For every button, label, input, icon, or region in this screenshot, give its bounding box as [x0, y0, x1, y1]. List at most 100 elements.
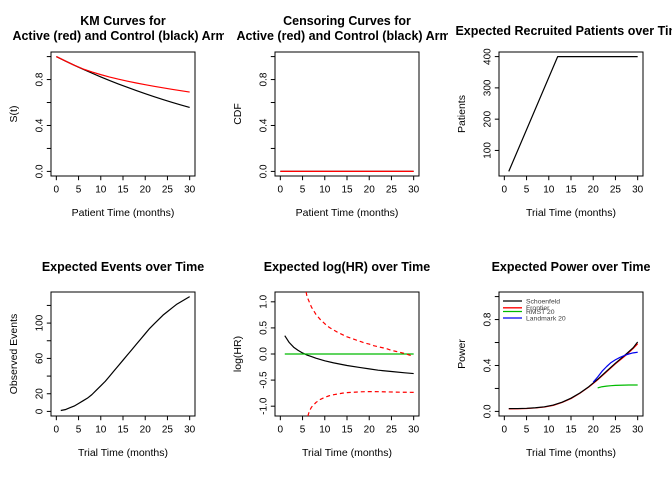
- x-tick-label: 15: [117, 425, 129, 436]
- x-tick-label: 15: [341, 185, 353, 196]
- x-axis-label: Patient Time (months): [72, 207, 175, 219]
- plot-title: Expected log(HR) over Time: [264, 260, 431, 274]
- x-tick-label: 30: [408, 185, 420, 196]
- y-tick-label: 20: [35, 388, 46, 400]
- x-tick-label: 10: [95, 185, 107, 196]
- y-tick-label: 0.0: [259, 347, 270, 361]
- y-axis-label: Observed Events: [8, 314, 20, 395]
- x-tick-label: 25: [610, 185, 622, 196]
- x-tick-label: 20: [588, 425, 600, 436]
- plot-title: Expected Recruited Patients over Time: [455, 24, 672, 38]
- x-axis-label: Trial Time (months): [526, 207, 616, 219]
- x-tick-label: 5: [300, 425, 306, 436]
- x-tick-label: 0: [502, 185, 508, 196]
- x-axis-label: Trial Time (months): [78, 447, 168, 459]
- legend-label: RMST 20: [526, 309, 555, 316]
- y-tick-label: 400: [483, 48, 494, 65]
- x-axis-label: Trial Time (months): [526, 447, 616, 459]
- x-tick-label: 25: [386, 185, 398, 196]
- y-tick-label: -0.5: [259, 371, 270, 389]
- series-line: [56, 56, 190, 109]
- y-tick-label: 0.5: [259, 321, 270, 335]
- series-line: [597, 384, 638, 389]
- y-tick-label: 0.0: [483, 404, 494, 418]
- series-line: [592, 351, 638, 383]
- series-line: [508, 56, 638, 172]
- x-tick-label: 5: [76, 185, 82, 196]
- y-tick-label: -1.0: [259, 397, 270, 415]
- x-tick-label: 20: [364, 425, 376, 436]
- x-tick-label: 5: [524, 185, 530, 196]
- x-tick-label: 25: [386, 425, 398, 436]
- legend-label: Landmark 20: [526, 315, 566, 322]
- x-axis-label: Trial Time (months): [302, 447, 392, 459]
- x-tick-label: 15: [341, 425, 353, 436]
- plot-box: [498, 51, 644, 177]
- legend-label: Frontier: [526, 305, 550, 312]
- plot-box: [50, 51, 196, 177]
- x-tick-label: 0: [278, 425, 284, 436]
- expected-events-panel: Expected Events over Time 0 5 10 15 20 25 30 0 20…: [8, 260, 204, 459]
- y-axis-label: CDF: [232, 103, 244, 125]
- x-tick-label: 25: [610, 425, 622, 436]
- log-hr-panel: Expected log(HR) over Time 0 5 10 15 20 25 30 -1…: [232, 260, 431, 459]
- y-tick-label: 0.4: [35, 118, 46, 132]
- x-tick-label: 10: [95, 425, 107, 436]
- plot-box: [498, 291, 644, 417]
- x-tick-label: 30: [184, 185, 196, 196]
- x-tick-label: 10: [319, 185, 331, 196]
- y-tick-label: 200: [483, 110, 494, 127]
- x-tick-label: 10: [543, 425, 555, 436]
- x-tick-label: 15: [565, 185, 577, 196]
- y-tick-label: 0.8: [483, 312, 494, 326]
- series-line: [284, 335, 414, 375]
- x-tick-label: 5: [524, 425, 530, 436]
- y-tick-label: 0.0: [259, 164, 270, 178]
- plot-title: Active (red) and Control (black) Arms: [236, 29, 448, 43]
- series-line: [508, 343, 639, 410]
- x-tick-label: 25: [162, 425, 174, 436]
- series-line: [508, 341, 639, 410]
- x-tick-label: 10: [319, 425, 331, 436]
- x-tick-label: 5: [76, 425, 82, 436]
- x-tick-label: 10: [543, 185, 555, 196]
- x-axis-label: Patient Time (months): [296, 207, 399, 219]
- x-tick-label: 5: [300, 185, 306, 196]
- x-tick-label: 30: [632, 425, 644, 436]
- y-axis-label: log(HR): [232, 336, 244, 372]
- x-tick-label: 30: [632, 185, 644, 196]
- x-tick-label: 0: [278, 185, 284, 196]
- recruited-patients-panel: Expected Recruited Patients over Time 0 5 1…: [455, 24, 672, 219]
- plot-title: Expected Events over Time: [42, 260, 204, 274]
- x-tick-label: 30: [408, 425, 420, 436]
- y-tick-label: 0: [35, 408, 46, 414]
- x-tick-label: 20: [140, 185, 152, 196]
- x-tick-label: 30: [184, 425, 196, 436]
- x-tick-label: 20: [588, 185, 600, 196]
- x-tick-label: 20: [364, 185, 376, 196]
- y-tick-label: 0.8: [259, 72, 270, 86]
- x-tick-label: 15: [565, 425, 577, 436]
- plot-title: Censoring Curves for: [283, 14, 411, 28]
- y-axis-label: Patients: [456, 95, 468, 133]
- y-tick-label: 100: [483, 142, 494, 159]
- plot-title: Expected Power over Time: [492, 260, 651, 274]
- y-tick-label: 100: [35, 314, 46, 331]
- series-line: [305, 292, 414, 357]
- x-tick-label: 0: [502, 425, 508, 436]
- x-tick-label: 15: [117, 185, 129, 196]
- y-tick-label: 0.4: [259, 118, 270, 132]
- x-tick-label: 0: [54, 425, 60, 436]
- x-tick-label: 25: [162, 185, 174, 196]
- x-tick-label: 20: [140, 425, 152, 436]
- y-axis-label: S(t): [8, 106, 20, 123]
- series-line: [60, 296, 190, 412]
- y-tick-label: 300: [483, 79, 494, 96]
- y-tick-label: 1.0: [259, 294, 270, 308]
- series-line: [307, 390, 414, 416]
- power-panel: Expected Power over Time 0 5 10 15 20 25 30 0.0 0…: [456, 260, 651, 459]
